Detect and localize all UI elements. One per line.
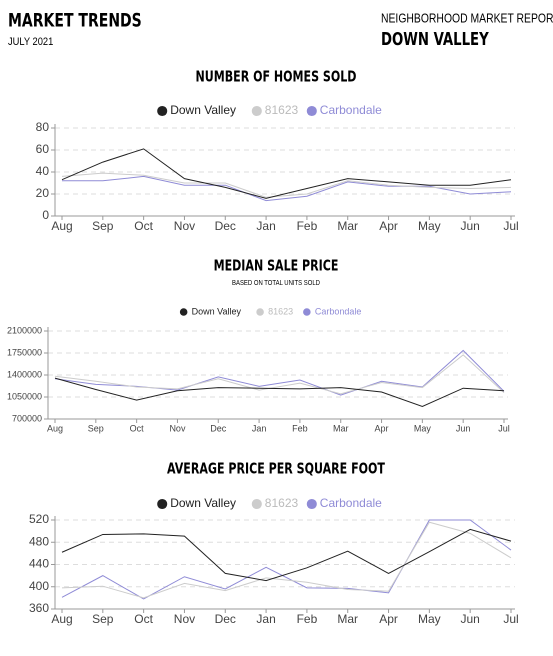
legend-label: Down Valley bbox=[192, 306, 242, 316]
x-tick-label: Mar bbox=[337, 612, 358, 626]
x-tick-label: Dec bbox=[210, 423, 227, 433]
x-tick-label: Nov bbox=[174, 612, 195, 626]
x-tick-label: Feb bbox=[292, 423, 308, 433]
legend-label: Carbondale bbox=[320, 496, 382, 510]
y-tick-label: 40 bbox=[36, 164, 50, 178]
series-line bbox=[61, 528, 512, 582]
y-tick-label: 20 bbox=[36, 186, 50, 200]
x-tick-label: Dec bbox=[215, 219, 236, 233]
series-line bbox=[54, 354, 505, 395]
series-line bbox=[62, 175, 512, 202]
x-tick-label: Oct bbox=[130, 423, 145, 433]
x-tick-label: Feb bbox=[297, 612, 318, 626]
legend-label: Down Valley bbox=[170, 496, 236, 510]
x-tick-label: Jan bbox=[252, 423, 267, 433]
x-tick-label: Jul bbox=[503, 612, 518, 626]
legend-marker bbox=[256, 308, 264, 316]
chart-title: MEDIAN SALE PRICE bbox=[214, 257, 339, 274]
legend-label: Carbondale bbox=[315, 306, 362, 316]
x-tick-label: Oct bbox=[134, 612, 153, 626]
legend-marker bbox=[251, 498, 262, 510]
date: JULY 2021 bbox=[8, 36, 54, 48]
x-tick-label: Jun bbox=[461, 219, 480, 233]
x-tick-label: Feb bbox=[297, 219, 318, 233]
legend-marker bbox=[157, 105, 168, 117]
chart-title: NUMBER OF HOMES SOLD bbox=[196, 68, 357, 85]
area-name: DOWN VALLEY bbox=[381, 29, 489, 50]
x-tick-label: Mar bbox=[337, 219, 358, 233]
chart-title: AVERAGE PRICE PER SQUARE FOOT bbox=[167, 460, 385, 477]
legend-marker bbox=[306, 498, 317, 510]
x-tick-label: Jan bbox=[256, 612, 275, 626]
x-tick-label: Apr bbox=[375, 423, 389, 433]
x-tick-label: Aug bbox=[51, 219, 72, 233]
x-tick-label: Jan bbox=[256, 219, 275, 233]
x-tick-label: Aug bbox=[51, 612, 72, 626]
x-tick-label: Apr bbox=[379, 219, 398, 233]
page-title: MARKET TRENDS bbox=[8, 10, 142, 32]
y-tick-label: 1750000 bbox=[7, 347, 42, 357]
legend-marker bbox=[306, 105, 317, 117]
legend-label: 81623 bbox=[265, 103, 299, 117]
legend-marker bbox=[157, 498, 168, 510]
series-line bbox=[61, 148, 512, 199]
y-tick-label: 80 bbox=[36, 120, 50, 134]
y-tick-label: 480 bbox=[29, 534, 49, 548]
y-tick-label: 2100000 bbox=[7, 325, 42, 335]
x-tick-label: Aug bbox=[47, 423, 63, 433]
y-tick-label: 360 bbox=[29, 601, 49, 615]
series-line bbox=[61, 521, 512, 599]
x-tick-label: Oct bbox=[134, 219, 153, 233]
y-tick-label: 1400000 bbox=[7, 369, 42, 379]
x-tick-label: May bbox=[418, 612, 441, 626]
legend-label: Carbondale bbox=[320, 103, 382, 117]
x-tick-label: Jun bbox=[461, 612, 480, 626]
x-tick-label: Nov bbox=[169, 423, 186, 433]
legend-marker bbox=[303, 308, 311, 316]
legend-label: 81623 bbox=[268, 306, 293, 316]
legend-label: Down Valley bbox=[170, 103, 236, 117]
x-tick-label: Sep bbox=[92, 612, 114, 626]
legend-marker bbox=[179, 308, 188, 316]
series-line bbox=[61, 519, 512, 600]
y-tick-label: 0 bbox=[42, 208, 49, 222]
legend-marker bbox=[251, 105, 262, 117]
y-tick-label: 60 bbox=[36, 142, 50, 156]
y-tick-label: 700000 bbox=[12, 413, 42, 423]
y-tick-label: 440 bbox=[29, 557, 49, 571]
x-tick-label: Nov bbox=[174, 219, 195, 233]
series-line bbox=[54, 377, 505, 407]
x-tick-label: Jul bbox=[498, 423, 510, 433]
y-tick-label: 400 bbox=[29, 579, 49, 593]
report-label: NEIGHBORHOOD MARKET REPORT bbox=[381, 11, 553, 25]
chart-subtitle: BASED ON TOTAL UNITS SOLD bbox=[232, 279, 320, 287]
x-tick-label: Sep bbox=[88, 423, 104, 433]
x-tick-label: May bbox=[414, 423, 432, 433]
x-tick-label: Mar bbox=[333, 423, 349, 433]
x-tick-label: May bbox=[418, 219, 441, 233]
x-tick-label: Apr bbox=[379, 612, 398, 626]
y-tick-label: 1050000 bbox=[7, 391, 42, 401]
x-tick-label: Jul bbox=[503, 219, 518, 233]
y-tick-label: 520 bbox=[29, 512, 49, 526]
x-tick-label: Dec bbox=[215, 612, 236, 626]
x-tick-label: Sep bbox=[92, 219, 114, 233]
series-line bbox=[61, 172, 512, 198]
legend-label: 81623 bbox=[265, 496, 299, 510]
x-tick-label: Jun bbox=[456, 423, 471, 433]
